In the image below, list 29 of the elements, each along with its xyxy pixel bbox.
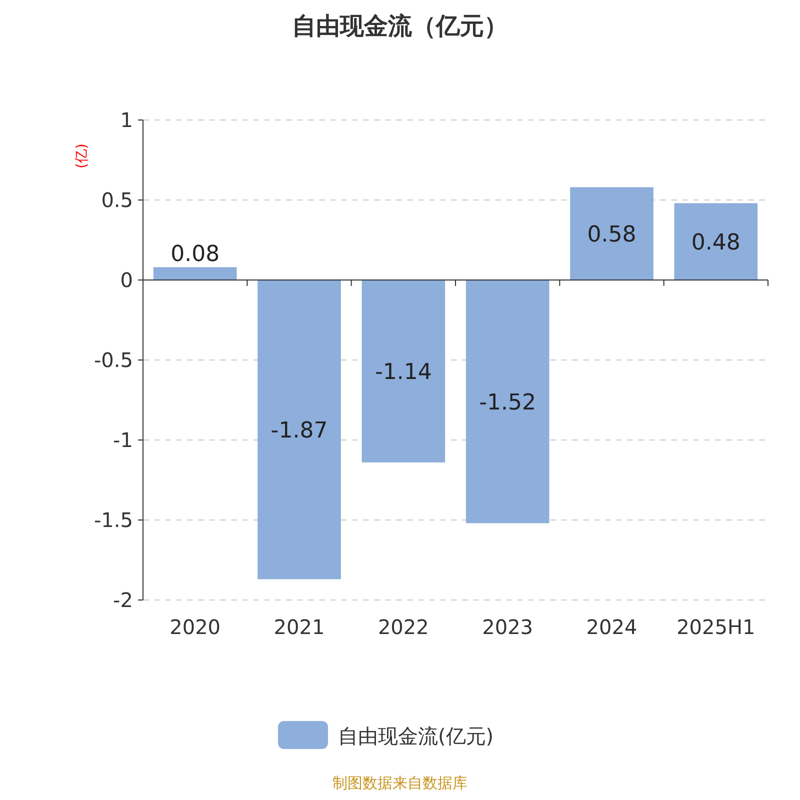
x-tick-label: 2024: [586, 615, 638, 639]
text: 制图数据来自数据库: [332, 774, 468, 792]
y-tick-label: 1: [120, 108, 133, 132]
bar: [258, 280, 341, 580]
x-tick-label: 2023: [482, 615, 534, 639]
legend-label: 自由现金流(亿元): [338, 724, 494, 748]
bar: [570, 187, 654, 280]
y-tick-label: 0.5: [101, 188, 133, 212]
data-label: 0.08: [170, 242, 220, 268]
bar: [466, 280, 550, 524]
data-label: -1.14: [374, 360, 432, 386]
chart-title: 自由现金流（亿元）: [292, 12, 508, 40]
y-axis-title: (亿): [74, 144, 90, 168]
data-label: -1.87: [270, 418, 328, 444]
bar: [362, 280, 446, 462]
y-tick-label: -2: [113, 588, 133, 612]
data-label: 0.48: [691, 230, 740, 256]
y-tick-label: 0: [120, 268, 133, 292]
y-tick-label: -1: [113, 428, 133, 452]
y-tick-label: -0.5: [94, 348, 133, 372]
y-tick-label: -1.5: [94, 508, 133, 532]
x-tick-label: 2022: [378, 615, 429, 639]
bar: [674, 203, 758, 280]
x-tick-label: 2025H1: [676, 615, 756, 639]
data-label: -1.52: [479, 390, 536, 416]
x-tick-label: 2021: [274, 615, 325, 639]
x-tick-label: 2020: [170, 615, 221, 639]
data-label: 0.58: [587, 222, 636, 248]
bar: [153, 267, 237, 280]
